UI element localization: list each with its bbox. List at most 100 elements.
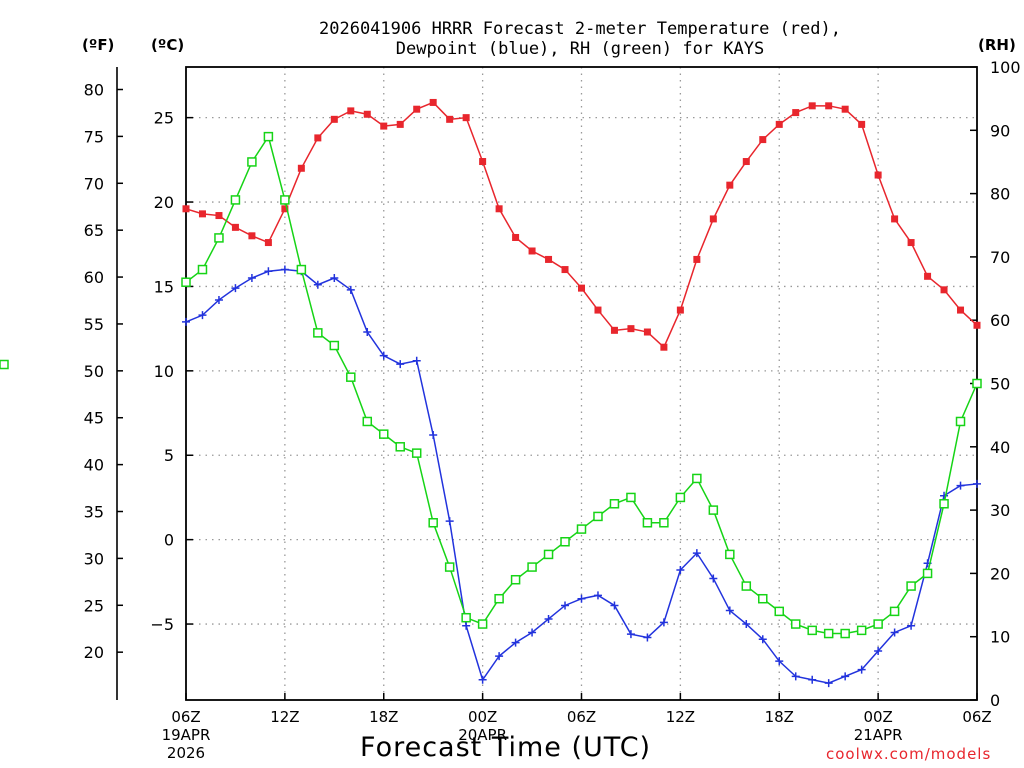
temperature-point	[891, 215, 899, 223]
temperature-point	[907, 239, 915, 247]
rh-point	[411, 448, 422, 458]
x-tick-label: 12Z	[666, 708, 695, 726]
fahrenheit-tick-label: 65	[84, 221, 104, 240]
rh-point	[807, 625, 817, 636]
temperature-point	[825, 102, 833, 110]
temperature-point	[215, 212, 223, 220]
celsius-tick-label: 20	[154, 193, 174, 212]
rh-point	[955, 416, 966, 427]
rh-point	[675, 492, 686, 503]
rh-tick-label: 0	[990, 691, 1000, 710]
dewpoint-point	[775, 657, 784, 666]
rh-point	[494, 593, 504, 604]
rh-tick-label: 90	[990, 121, 1010, 140]
dewpoint-point	[841, 672, 850, 681]
rh-tick-label: 50	[990, 375, 1010, 394]
temperature-point	[314, 134, 322, 142]
celsius-tick-label: 25	[154, 109, 174, 128]
rh-point	[197, 264, 208, 275]
temperature-point	[264, 239, 272, 247]
dewpoint-point	[495, 652, 504, 661]
rh-tick-label: 10	[990, 628, 1010, 647]
rh-point	[477, 619, 488, 629]
celsius-unit-label: (ºC)	[151, 36, 185, 54]
rh-unit-label: (RH)	[978, 36, 1016, 54]
temperature-point	[924, 272, 932, 280]
dewpoint-point	[346, 285, 355, 294]
fahrenheit-tick-label: 35	[84, 503, 104, 522]
series-layer	[0, 98, 982, 688]
temperature-point	[940, 286, 948, 294]
x-tick-label: 12Z	[270, 708, 299, 726]
rh-point	[560, 537, 570, 547]
fahrenheit-tick-label: 40	[84, 456, 104, 475]
rh-point	[362, 416, 373, 427]
rh-point	[889, 606, 900, 617]
temperature-point	[660, 343, 668, 351]
rh-point	[296, 264, 307, 275]
temperature-point	[808, 102, 816, 110]
temperature-point	[957, 306, 965, 314]
temperature-point	[528, 247, 536, 255]
dewpoint-point	[676, 566, 685, 575]
x-axis-title: Forecast Time (UTC)	[360, 732, 652, 763]
temperature-point	[248, 232, 256, 240]
fahrenheit-tick-label: 60	[84, 268, 104, 287]
temperature-point	[858, 120, 866, 128]
temperature-point	[709, 215, 717, 223]
fahrenheit-tick-label: 50	[84, 362, 104, 381]
temperature-point	[198, 210, 206, 218]
dewpoint-point	[396, 360, 405, 369]
dewpoint-point	[544, 614, 553, 623]
x-tick-label: 00Z	[863, 708, 892, 726]
rh-point	[428, 518, 438, 528]
credit-link[interactable]: coolwx.com/models	[826, 745, 992, 763]
temperature-point	[182, 205, 190, 213]
dewpoint-point	[231, 284, 240, 293]
dewpoint-point	[890, 628, 899, 637]
x-tick-label: 00Z	[468, 708, 497, 726]
rh-point	[461, 612, 471, 623]
rh-point	[181, 277, 191, 287]
rh-point	[379, 429, 389, 439]
dewpoint-point	[462, 621, 471, 630]
celsius-tick-label: 5	[164, 446, 174, 465]
dewpoint-point	[363, 328, 372, 337]
fahrenheit-tick-label: 30	[84, 549, 104, 568]
rh-point	[329, 340, 340, 351]
dewpoint-point	[445, 517, 454, 526]
rh-point	[758, 593, 768, 604]
fahrenheit-tick-label: 20	[84, 643, 104, 662]
rh-point	[576, 524, 587, 534]
dewpoint-point	[874, 647, 883, 656]
x-tick-label: 19APR	[162, 726, 211, 744]
series-dewpoint	[182, 265, 981, 688]
temperature-point	[841, 105, 849, 113]
dewpoint-point	[247, 274, 256, 282]
chart-title-line-2: Dewpoint (blue), RH (green) for KAYS	[395, 39, 765, 59]
temperature-point	[363, 110, 371, 118]
temperature-point	[512, 233, 520, 241]
dewpoint-point	[610, 601, 619, 610]
fahrenheit-tick-label: 80	[84, 81, 104, 100]
dewpoint-point	[198, 311, 207, 320]
rh-tick-label: 40	[990, 438, 1010, 457]
dewpoint-point	[429, 430, 438, 439]
rh-point	[444, 562, 455, 572]
rh-point	[593, 511, 603, 522]
dewpoint-point	[907, 621, 916, 630]
rh-point	[230, 195, 241, 205]
rh-point	[280, 195, 290, 205]
rh-point	[840, 628, 850, 639]
temperature-point	[676, 306, 684, 314]
temperature-point	[281, 205, 289, 213]
temperature-point	[396, 120, 404, 128]
temperature-point	[792, 109, 800, 117]
dewpoint-point	[940, 491, 949, 500]
dewpoint-point	[659, 618, 668, 627]
rh-point	[313, 328, 323, 338]
dewpoint-point	[692, 549, 701, 558]
temperature-point	[693, 255, 701, 263]
temperature-point	[561, 266, 569, 274]
